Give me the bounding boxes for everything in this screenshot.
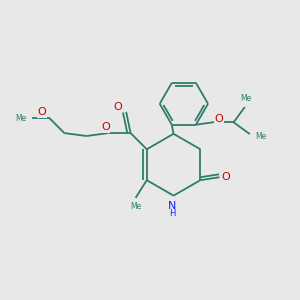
Text: N: N — [168, 201, 176, 211]
Text: O: O — [222, 172, 231, 182]
Text: Me: Me — [15, 114, 26, 123]
Text: Me: Me — [130, 202, 141, 211]
Text: O: O — [101, 122, 110, 132]
Text: O: O — [214, 114, 223, 124]
Text: O: O — [37, 107, 46, 118]
Text: O: O — [114, 102, 123, 112]
Text: Me: Me — [241, 94, 252, 103]
Text: H: H — [169, 209, 175, 218]
Text: Me: Me — [255, 132, 267, 141]
